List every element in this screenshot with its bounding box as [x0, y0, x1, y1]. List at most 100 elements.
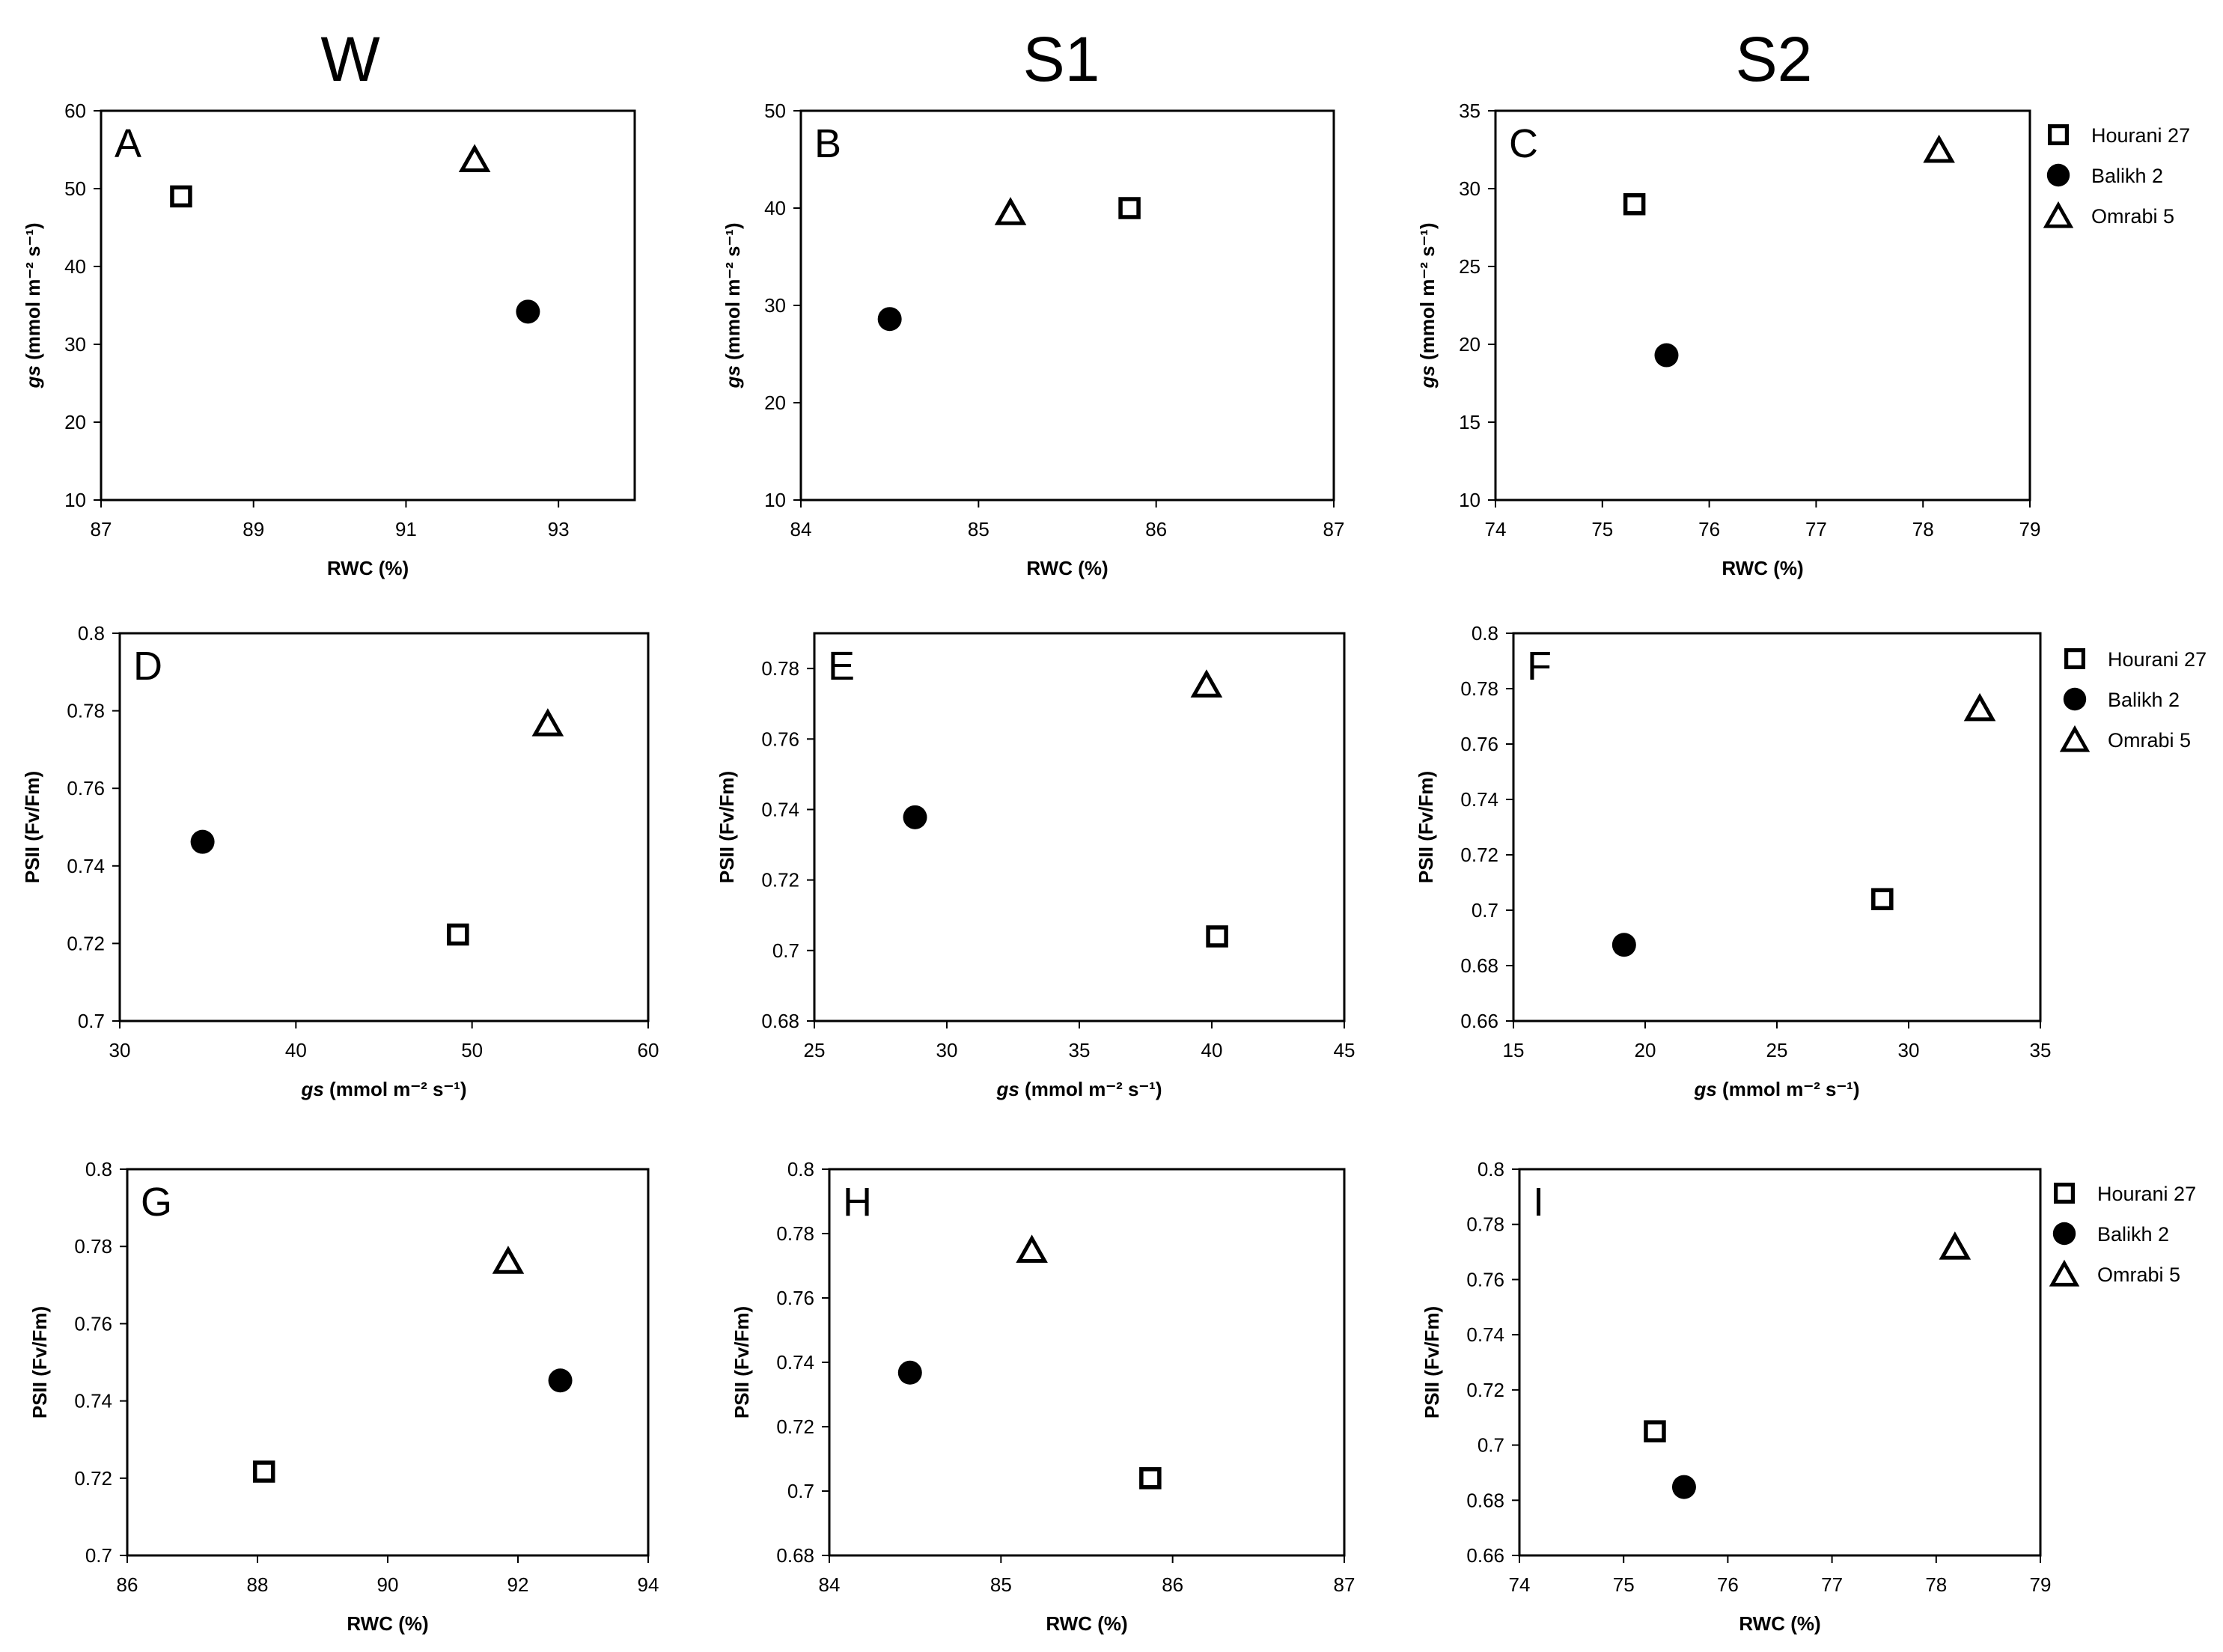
- y-tick-label: 0.78: [761, 657, 799, 680]
- y-axis-label-text: PSII (Fv/Fm): [1415, 771, 1437, 883]
- y-axis-label-text: (mmol m⁻² s⁻¹): [1416, 222, 1439, 365]
- legend-row-2: Hourani 27 Balikh 2 Omrabi 5: [2059, 647, 2207, 752]
- x-axis-label-text: (mmol m⁻² s⁻¹): [1019, 1078, 1162, 1100]
- y-axis-label-text: PSII (Fv/Fm): [28, 1306, 51, 1418]
- x-tick-label: 91: [395, 518, 417, 540]
- point-balikh-2: [877, 307, 902, 332]
- y-tick-label: 0.66: [1466, 1544, 1504, 1567]
- y-tick-label: 50: [64, 177, 86, 200]
- y-tick-label: 0.8: [85, 1158, 112, 1180]
- x-tick-label: 35: [2030, 1039, 2052, 1061]
- y-tick-label: 20: [64, 411, 86, 433]
- y-tick-label: 50: [764, 100, 786, 122]
- y-tick-label: 0.7: [787, 1480, 814, 1502]
- x-tick-label: 89: [243, 518, 264, 540]
- point-balikh-2: [1671, 1475, 1696, 1499]
- x-tick-label: 78: [1912, 518, 1934, 540]
- point-omrabi-5: [1923, 134, 1955, 163]
- x-tick-label: 74: [1509, 1573, 1531, 1596]
- point-balikh-2: [190, 829, 215, 854]
- legend-label-omrabi-5: Omrabi 5: [2097, 1264, 2180, 1286]
- y-tick-label: 0.8: [78, 622, 105, 644]
- legend-marker-omrabi-5: [2049, 1259, 2080, 1287]
- y-tick-label: 20: [1459, 333, 1481, 356]
- x-tick-label: 86: [1145, 518, 1167, 540]
- x-tick-label: 88: [247, 1573, 269, 1596]
- point-omrabi-5: [531, 708, 564, 737]
- y-tick-label: 0.7: [1478, 1434, 1504, 1457]
- x-axis-label: RWC (%): [347, 1612, 428, 1635]
- y-tick-label: 0.74: [761, 798, 799, 820]
- x-tick-label: 40: [1201, 1039, 1223, 1061]
- x-tick-label: 84: [819, 1573, 841, 1596]
- y-tick-label: 20: [764, 391, 786, 414]
- x-axis-label-text: RWC (%): [1722, 557, 1803, 579]
- point-omrabi-5: [1190, 669, 1223, 698]
- y-tick-label: 0.7: [1472, 899, 1498, 921]
- legend-label-hourani-27: Hourani 27: [2108, 648, 2207, 671]
- y-tick-label: 40: [764, 197, 786, 219]
- y-axis-label: PSII (Fv/Fm): [28, 1306, 51, 1418]
- panel-letter: H: [843, 1180, 872, 1225]
- x-tick-label: 20: [1635, 1039, 1656, 1061]
- y-axis-label-text: PSII (Fv/Fm): [716, 771, 738, 883]
- y-axis-label: PSII (Fv/Fm): [716, 771, 738, 883]
- y-tick-label: 10: [1459, 489, 1481, 511]
- x-tick-label: 87: [91, 518, 112, 540]
- y-tick-label: 0.8: [787, 1158, 814, 1180]
- x-tick-label: 30: [1898, 1039, 1920, 1061]
- y-tick-label: 30: [1459, 177, 1481, 200]
- x-tick-label: 25: [1766, 1039, 1788, 1061]
- plot-frame: [813, 632, 1346, 1022]
- y-tick-label: 0.74: [776, 1351, 814, 1374]
- point-omrabi-5: [492, 1246, 525, 1274]
- panel-letter: I: [1533, 1180, 1544, 1225]
- y-axis-label-text: PSII (Fv/Fm): [1421, 1306, 1443, 1418]
- x-tick-label: 15: [1503, 1039, 1525, 1061]
- point-omrabi-5: [1939, 1231, 1972, 1260]
- x-axis-label-italic: gs: [995, 1078, 1019, 1100]
- panel-c: C 74 75 76 77 78 79 10 15 20 25 30 35 RWC (%) gs (mmol…: [1416, 100, 2040, 579]
- x-tick-label: 94: [638, 1573, 659, 1596]
- x-tick-label: 92: [507, 1573, 529, 1596]
- y-tick-label: 0.78: [67, 700, 105, 722]
- legend-marker-omrabi-5: [2059, 725, 2091, 752]
- y-tick-label: 0.72: [1466, 1379, 1504, 1401]
- legend-row-3: Hourani 27 Balikh 2 Omrabi 5: [2049, 1182, 2196, 1287]
- legends: Hourani 27 Balikh 2 Omrabi 5 Hourani 27 Bali…: [2043, 124, 2207, 1287]
- y-axis-label-italic: gs: [22, 365, 44, 388]
- panel-letter: D: [133, 644, 162, 689]
- x-axis-label-text: RWC (%): [1026, 557, 1108, 579]
- x-axis-label: gs (mmol m⁻² s⁻¹): [995, 1078, 1162, 1100]
- y-tick-label: 0.68: [1466, 1489, 1504, 1511]
- legend-label-balikh-2: Balikh 2: [2097, 1223, 2169, 1246]
- y-axis-label-italic: gs: [1416, 365, 1439, 388]
- y-tick-label: 0.72: [74, 1467, 112, 1490]
- legend-marker-hourani-27: [2047, 124, 2070, 146]
- point-omrabi-5: [1016, 1234, 1048, 1263]
- y-tick-label: 0.76: [74, 1312, 112, 1335]
- panels: A 87 89 91 93 10 20 30 40 50 60 RWC (%) gs (mmol m⁻²…: [21, 100, 2051, 1635]
- panel-b: B 84 85 86 87 10 20 30 40 50 RWC (%) gs (mmol m⁻² s…: [722, 100, 1344, 579]
- plot-frame: [126, 1168, 650, 1557]
- x-axis-label: RWC (%): [1046, 1612, 1127, 1635]
- y-tick-label: 0.66: [1460, 1010, 1498, 1032]
- plot-frame: [118, 632, 650, 1022]
- column-title-s2: S2: [1736, 24, 1813, 94]
- y-tick-label: 0.74: [74, 1390, 112, 1412]
- point-hourani-27: [252, 1460, 275, 1483]
- column-title-s1: S1: [1023, 24, 1100, 94]
- x-tick-label: 87: [1334, 1573, 1356, 1596]
- point-omrabi-5: [994, 197, 1027, 225]
- y-axis-label: gs (mmol m⁻² s⁻¹): [722, 222, 744, 388]
- x-tick-label: 40: [285, 1039, 307, 1061]
- point-hourani-27: [170, 185, 192, 208]
- y-axis-label: PSII (Fv/Fm): [1415, 771, 1437, 883]
- y-tick-label: 30: [764, 294, 786, 317]
- x-tick-label: 77: [1821, 1573, 1843, 1596]
- x-tick-label: 85: [990, 1573, 1012, 1596]
- y-tick-label: 0.76: [1466, 1268, 1504, 1290]
- point-omrabi-5: [458, 144, 491, 172]
- y-tick-label: 30: [64, 333, 86, 356]
- x-axis-label: RWC (%): [327, 557, 409, 579]
